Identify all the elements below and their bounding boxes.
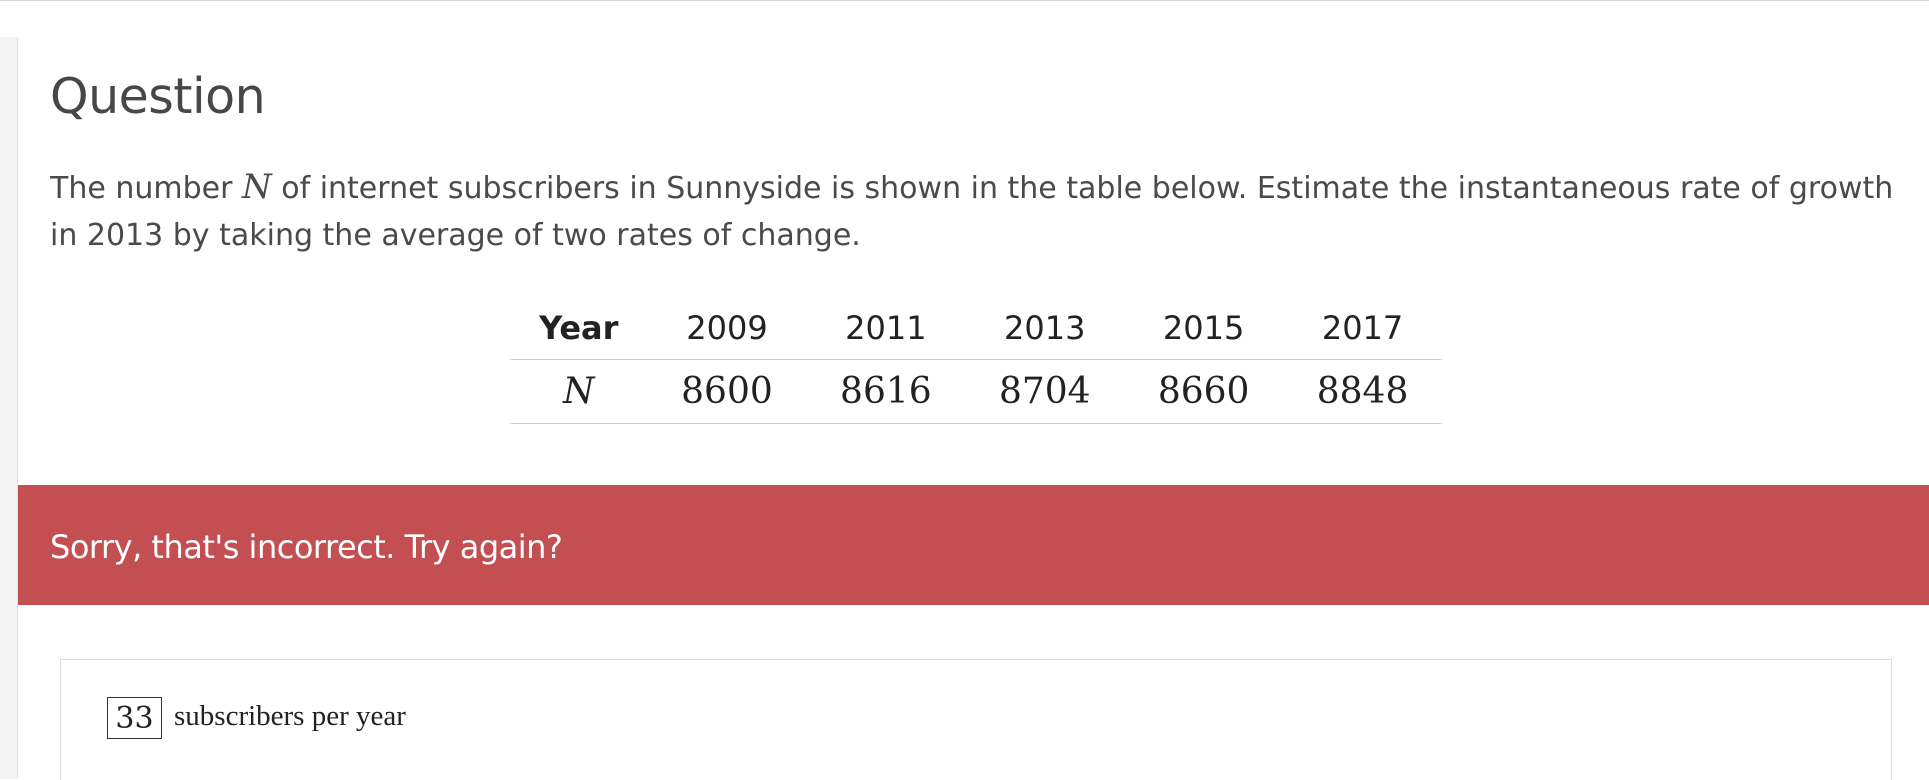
year-header: Year (510, 297, 648, 360)
value-cell: 8704 (965, 359, 1125, 424)
year-cell: 2017 (1283, 297, 1442, 360)
top-divider (0, 0, 1929, 1)
year-cell: 2011 (806, 297, 966, 360)
variable-n: N (241, 167, 272, 207)
question-prompt: The number N of internet subscribers in … (50, 164, 1900, 259)
n-header: N (510, 359, 648, 424)
year-cell: 2015 (1124, 297, 1284, 360)
answer-input[interactable]: 33 (107, 697, 162, 739)
year-cell: 2009 (647, 297, 807, 360)
feedback-banner: Sorry, that's incorrect. Try again? (18, 485, 1929, 605)
left-gutter (0, 37, 18, 779)
prompt-text-start: The number (50, 171, 242, 206)
data-table: Year 2009 2011 2013 2015 2017 N 8600 861… (510, 297, 1442, 424)
value-cell: 8616 (806, 359, 966, 424)
year-cell: 2013 (965, 297, 1125, 360)
value-cell: 8848 (1283, 359, 1442, 424)
answer-card: 33 subscribers per year (60, 659, 1892, 780)
value-cell: 8600 (647, 359, 807, 424)
value-cell: 8660 (1124, 359, 1284, 424)
prompt-text-end: of internet subscribers in Sunnyside is … (50, 171, 1894, 253)
answer-units: subscribers per year (174, 700, 406, 732)
value-row: N 8600 8616 8704 8660 8848 (510, 359, 1442, 424)
feedback-message: Sorry, that's incorrect. Try again? (50, 528, 563, 566)
year-row: Year 2009 2011 2013 2015 2017 (510, 297, 1442, 360)
page-title: Question (50, 68, 266, 125)
